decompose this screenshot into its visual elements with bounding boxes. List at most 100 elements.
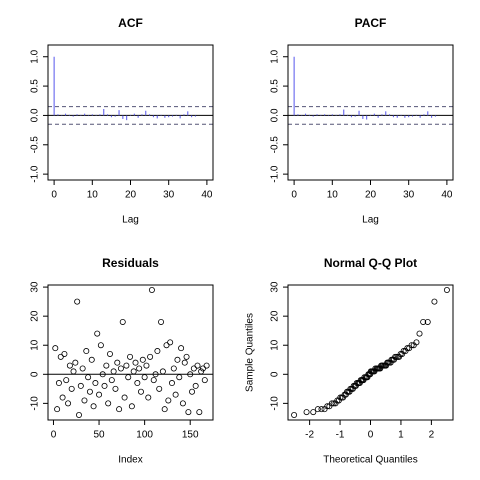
point [167, 339, 174, 346]
point [116, 406, 123, 413]
point [291, 411, 298, 418]
plot-frame [47, 284, 214, 421]
point [108, 377, 115, 384]
point [57, 353, 64, 360]
point [112, 385, 119, 392]
y-tick-label: 10 [270, 339, 281, 351]
panel-title: Normal Q-Q Plot [324, 256, 417, 270]
point [74, 298, 81, 305]
point [94, 330, 101, 337]
point [192, 382, 199, 389]
y-tick-label: 10 [30, 339, 41, 351]
point [408, 342, 415, 349]
x-axis-label: Lag [122, 215, 139, 226]
x-tick-label: 0 [51, 430, 57, 441]
y-tick-label: 30 [30, 281, 41, 293]
point [139, 356, 146, 363]
point [141, 374, 148, 381]
y-tick-label: -0.5 [270, 136, 281, 154]
point [85, 374, 92, 381]
point [400, 348, 407, 355]
point [185, 409, 192, 416]
panel-title: PACF [355, 16, 387, 30]
point [63, 377, 70, 384]
point [310, 409, 317, 416]
point [332, 400, 339, 407]
point [99, 371, 106, 378]
point [443, 287, 450, 294]
point [183, 353, 190, 360]
x-axis-label: Theoretical Quantiles [323, 455, 418, 466]
point [79, 365, 86, 372]
panel-title: Residuals [102, 256, 159, 270]
point [136, 365, 143, 372]
point [54, 406, 61, 413]
point [81, 397, 88, 404]
point [145, 394, 152, 401]
point [70, 368, 77, 375]
x-axis-label: Index [118, 455, 142, 466]
y-tick-label: 0 [270, 371, 281, 377]
point [127, 353, 134, 360]
panel: PACF Lag 0 10 20 30 40 -1.0 -0.5 0.0 0.5 1.0 [270, 16, 454, 226]
point [416, 330, 423, 337]
x-tick-label: 40 [201, 190, 213, 201]
x-tick-label: 50 [93, 430, 105, 441]
point [431, 298, 438, 305]
point [156, 385, 163, 392]
point [61, 350, 68, 357]
y-tick-label: -10 [30, 396, 41, 411]
x-tick-label: 0 [291, 190, 297, 201]
x-tick-label: 40 [441, 190, 453, 201]
point [55, 380, 62, 387]
panel: Normal Q-Q Plot Theoretical Quantiles Samp… [245, 256, 454, 466]
point [90, 403, 97, 410]
panel: Residuals Index 0 50 100 150 -10 0 10 20 30 [30, 256, 214, 466]
point [75, 411, 82, 418]
point [187, 371, 194, 378]
point [314, 406, 321, 413]
x-tick-label: 10 [87, 190, 99, 201]
point [337, 394, 344, 401]
point [130, 368, 137, 375]
point [170, 365, 177, 372]
point [117, 365, 124, 372]
point [196, 409, 203, 416]
panel-title: ACF [118, 16, 143, 30]
point [199, 365, 206, 372]
y-tick-label: -10 [270, 396, 281, 411]
point [324, 403, 331, 410]
point [402, 348, 409, 355]
y-tick-label: 0 [30, 371, 41, 377]
point [103, 362, 110, 369]
y-tick-label: 30 [270, 281, 281, 293]
point [158, 318, 165, 325]
point [198, 368, 205, 375]
point [168, 380, 175, 387]
point [201, 377, 208, 384]
point [148, 287, 155, 294]
point [86, 388, 93, 395]
point [172, 391, 179, 398]
point [399, 350, 406, 357]
panel: ACF Lag 0 10 20 30 40 -1.0 -0.5 0.0 0.5 1.0 [30, 16, 214, 226]
x-tick-label: 20 [125, 190, 137, 201]
point [181, 359, 188, 366]
y-tick-label: 20 [270, 310, 281, 322]
point [178, 345, 185, 352]
point [68, 385, 75, 392]
x-tick-label: 150 [182, 430, 199, 441]
x-tick-label: 2 [429, 430, 435, 441]
point [150, 377, 157, 384]
point [123, 362, 130, 369]
point [165, 397, 172, 404]
point [161, 406, 168, 413]
point [404, 345, 411, 352]
x-tick-label: 100 [136, 430, 153, 441]
plot-frame [47, 44, 214, 181]
point [190, 365, 197, 372]
point [125, 374, 132, 381]
x-tick-label: 0 [368, 430, 374, 441]
point [132, 359, 139, 366]
